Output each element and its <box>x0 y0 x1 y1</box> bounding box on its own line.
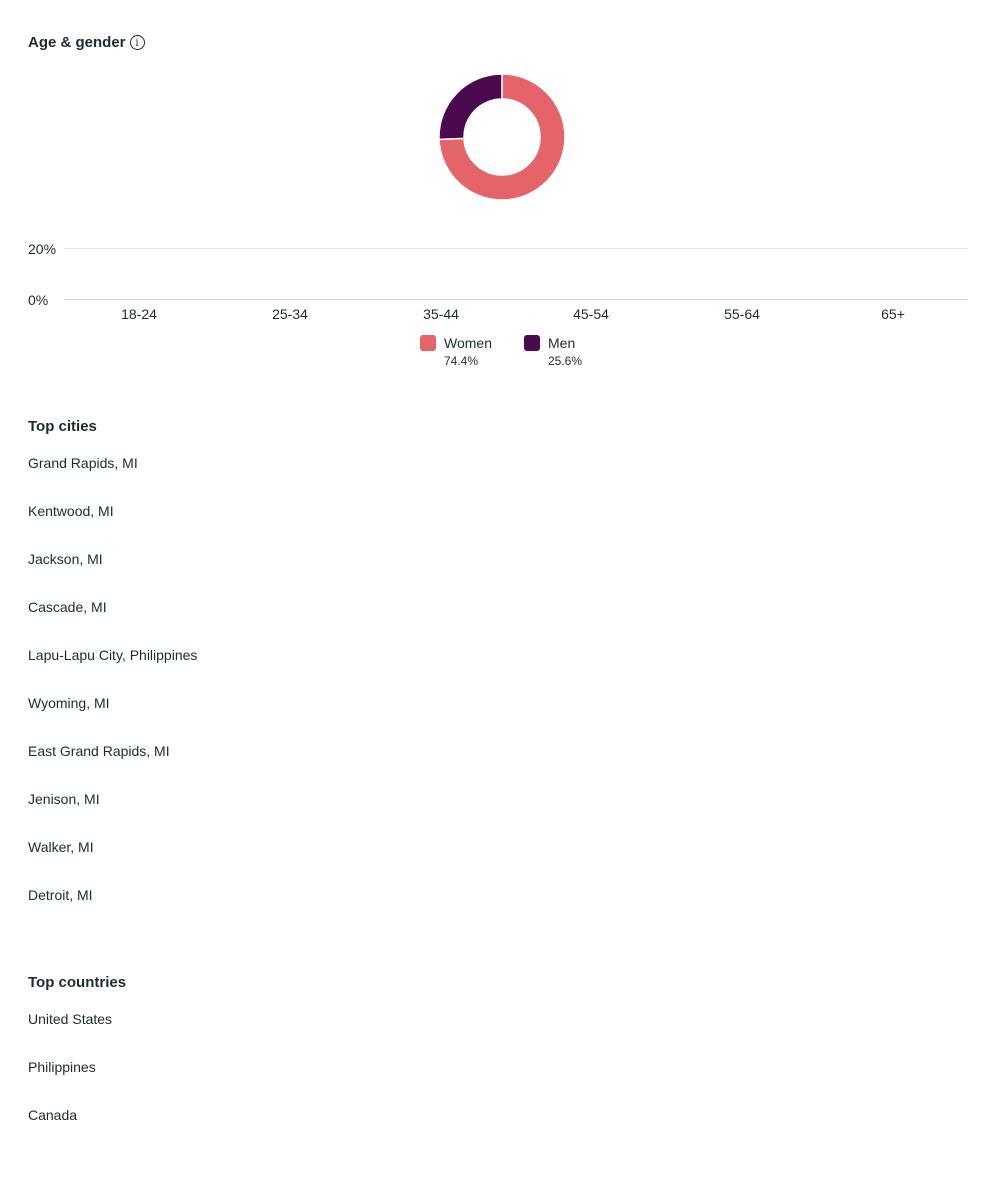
city-list-item: Grand Rapids, MI <box>28 455 138 471</box>
donut-slice-men[interactable] <box>438 73 503 141</box>
age-gender-title-text: Age & gender <box>28 34 126 51</box>
legend-label: Men <box>548 335 576 351</box>
y-tick-label: 20% <box>28 241 57 257</box>
city-list-item: Kentwood, MI <box>28 503 114 519</box>
city-list-item: Detroit, MI <box>28 887 93 903</box>
x-tick-label: 35-44 <box>423 306 459 322</box>
gender-donut-chart <box>438 73 566 201</box>
top-countries-list: United States Philippines Canada <box>28 1011 112 1155</box>
x-tick-label: 45-54 <box>573 306 609 322</box>
country-list-item: Philippines <box>28 1059 96 1075</box>
top-countries-title: Top countries <box>28 974 127 991</box>
info-icon[interactable]: i <box>129 35 145 50</box>
top-cities-title: Top cities <box>28 418 97 435</box>
legend-label: Women <box>444 335 492 351</box>
city-list-item: Walker, MI <box>28 839 94 855</box>
country-list-item: Canada <box>28 1107 78 1123</box>
legend-swatch-men <box>524 335 540 351</box>
country-list-item: United States <box>28 1011 113 1027</box>
city-list-item: Jenison, MI <box>28 791 100 807</box>
legend-swatch-women <box>420 335 436 351</box>
gridline <box>64 248 968 249</box>
x-tick-label: 25-34 <box>272 306 308 322</box>
city-list-item: Wyoming, MI <box>28 695 110 711</box>
age-gender-title: Age & gender i <box>28 34 145 51</box>
x-tick-label: 65+ <box>881 306 905 322</box>
legend-percent: 74.4% <box>444 354 479 368</box>
city-list-item: Cascade, MI <box>28 599 107 615</box>
city-list-item: Jackson, MI <box>28 551 103 567</box>
city-list-item: East Grand Rapids, MI <box>28 743 170 759</box>
legend-percent: 25.6% <box>548 354 583 368</box>
top-cities-list: Grand Rapids, MI Kentwood, MI Jackson, MI C… <box>28 455 197 935</box>
x-tick-label: 55-64 <box>724 306 760 322</box>
donut-slice-women[interactable] <box>438 73 566 201</box>
x-tick-label: 18-24 <box>121 306 157 322</box>
y-tick-label: 0% <box>28 292 49 308</box>
city-list-item: Lapu-Lapu City, Philippines <box>28 647 198 663</box>
x-axis-baseline <box>64 299 968 300</box>
